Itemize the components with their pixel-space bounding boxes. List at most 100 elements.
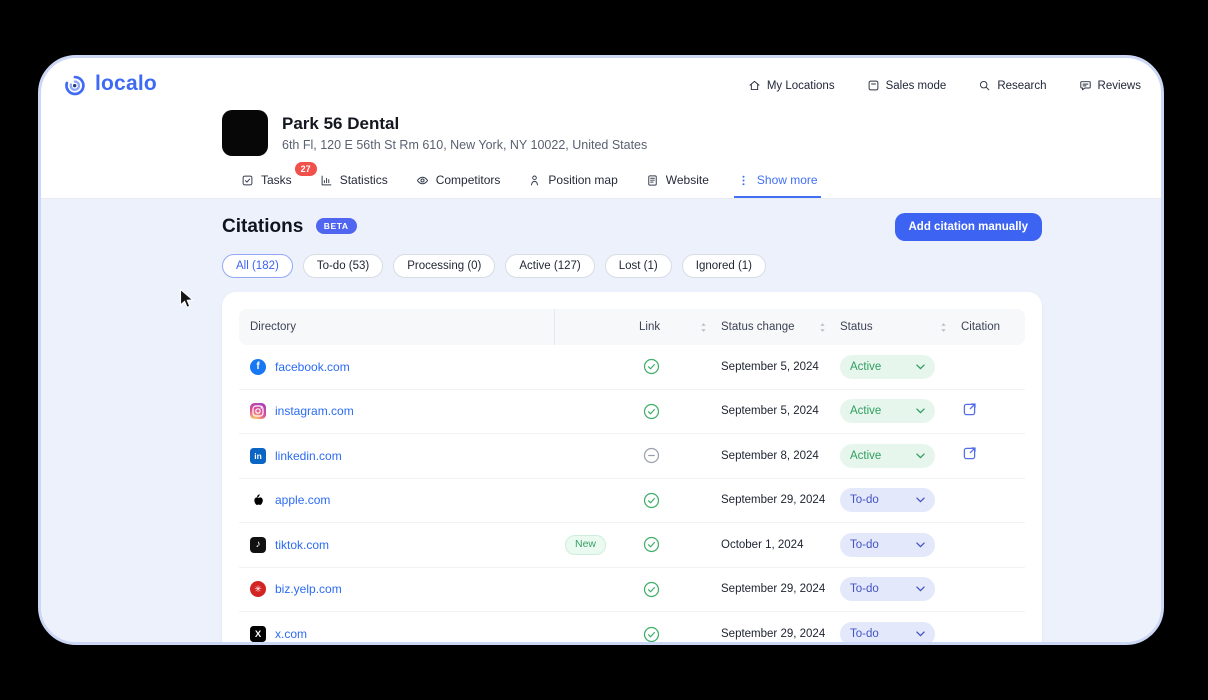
- link-verified-icon: [643, 403, 721, 420]
- tab-website[interactable]: Website: [643, 164, 712, 198]
- status-dropdown[interactable]: To-do: [840, 488, 935, 513]
- table-row: f facebook.com September 5, 2024 Active: [239, 345, 1025, 390]
- linkedin-icon: in: [250, 447, 266, 464]
- table-row: ✳ biz.yelp.com September 29, 2024 To-do: [239, 568, 1025, 612]
- tab-label-wrap: Website: [666, 173, 709, 187]
- external-link-icon[interactable]: [962, 401, 978, 417]
- column-header-label: Citation: [961, 321, 1000, 333]
- localo-logo[interactable]: localo: [61, 72, 157, 99]
- status-cell: Active: [840, 443, 961, 468]
- tabs-bar: Tasks 27 Statistics Competitors Position map…: [41, 162, 1161, 199]
- filter-pill-lost-1[interactable]: Lost (1): [604, 254, 672, 278]
- tiktok-icon: ♪: [250, 536, 266, 553]
- badge-cell: New: [555, 534, 639, 555]
- business-address: 6th Fl, 120 E 56th St Rm 610, New York, …: [282, 138, 648, 152]
- filter-pill-all-182[interactable]: All (182): [222, 254, 293, 278]
- nav-item-sales-mode[interactable]: Sales mode: [867, 79, 947, 92]
- status-dropdown[interactable]: Active: [840, 399, 935, 424]
- chevron-down-icon: [916, 364, 925, 370]
- nav-item-research[interactable]: Research: [978, 79, 1047, 92]
- filter-pill-ignored-1[interactable]: Ignored (1): [681, 254, 767, 278]
- status-label: To-do: [850, 628, 879, 641]
- column-header-label: Status change: [721, 321, 795, 333]
- tabs: Tasks 27 Statistics Competitors Position map…: [222, 162, 1161, 198]
- sort-icon[interactable]: [700, 322, 707, 333]
- top-nav: My Locations Sales mode Research Reviews: [748, 79, 1145, 92]
- tab-label-wrap: Show more: [757, 173, 818, 187]
- filter-pills: All (182) To-do (53) Processing (0) Active …: [222, 254, 1042, 278]
- filter-pill-active-127[interactable]: Active (127): [505, 254, 595, 278]
- column-header-directory: Directory: [239, 309, 555, 345]
- chevron-down-icon: [916, 631, 925, 637]
- tab-label-wrap: Competitors: [436, 173, 501, 187]
- column-header-citation: Citation: [961, 309, 1025, 345]
- status-dropdown[interactable]: To-do: [840, 532, 935, 557]
- status-change-date: September 5, 2024: [721, 360, 819, 373]
- tab-tasks[interactable]: Tasks 27: [238, 162, 317, 198]
- link-status-cell: [639, 536, 721, 553]
- directory-link[interactable]: x.com: [275, 627, 308, 642]
- link-status-cell: [639, 403, 721, 420]
- directory-link[interactable]: apple.com: [275, 493, 331, 508]
- home-icon: [748, 79, 761, 92]
- directory-cell: in linkedin.com: [239, 447, 555, 464]
- x-icon: X: [250, 626, 266, 642]
- status-change-date: September 29, 2024: [721, 583, 826, 596]
- directory-link[interactable]: tiktok.com: [275, 537, 330, 552]
- tab-statistics[interactable]: Statistics: [317, 164, 391, 198]
- directory-cell: ✳ biz.yelp.com: [239, 581, 555, 598]
- status-dropdown[interactable]: To-do: [840, 622, 935, 642]
- nav-item-my-locations[interactable]: My Locations: [748, 79, 835, 92]
- filter-pill-to-do-53[interactable]: To-do (53): [302, 254, 384, 278]
- business-name: Park 56 Dental: [282, 114, 400, 133]
- column-header-label: Directory: [250, 321, 297, 333]
- tab-competitors[interactable]: Competitors: [413, 164, 504, 198]
- status-label: To-do: [850, 494, 879, 507]
- status-dropdown[interactable]: Active: [840, 354, 935, 379]
- directory-link[interactable]: linkedin.com: [275, 448, 342, 463]
- table-row: instagram.com September 5, 2024 Active: [239, 390, 1025, 434]
- directory-link[interactable]: biz.yelp.com: [275, 582, 342, 597]
- status-cell: To-do: [840, 488, 961, 513]
- link-status-cell: [639, 626, 721, 642]
- status-cell: To-do: [840, 532, 961, 557]
- column-header-status-change: Status change: [721, 309, 840, 345]
- top-bar: localo My Locations Sales mode Research Rev…: [41, 58, 1161, 99]
- chevron-down-icon: [916, 497, 925, 503]
- column-header-label: Link: [639, 321, 661, 333]
- status-dropdown[interactable]: To-do: [840, 577, 935, 602]
- tab-label: Website: [665, 173, 709, 187]
- tab-position-map[interactable]: Position map: [525, 164, 620, 198]
- new-badge: New: [565, 534, 607, 555]
- yelp-icon: ✳: [250, 581, 266, 598]
- filter-pill-processing-0[interactable]: Processing (0): [393, 254, 496, 278]
- column-header-spacer: [555, 309, 639, 345]
- tab-label: Show more: [756, 173, 818, 187]
- table-row: ♪ tiktok.com New October 1, 2024 To-do: [239, 523, 1025, 568]
- status-change-date: October 1, 2024: [721, 538, 804, 551]
- citation-cell: [961, 401, 1025, 422]
- table-header: Directory Link Status change Status Citation: [239, 309, 1025, 345]
- status-dropdown[interactable]: Active: [840, 443, 935, 468]
- nav-item-reviews[interactable]: Reviews: [1079, 79, 1141, 92]
- tab-label-wrap: Position map: [548, 173, 617, 187]
- status-label: Active: [850, 360, 882, 373]
- add-citation-button[interactable]: Add citation manually: [894, 213, 1042, 241]
- citations-title-group: Citations BETA: [222, 216, 357, 238]
- citation-cell: [961, 445, 1025, 466]
- directory-link[interactable]: instagram.com: [275, 404, 354, 419]
- link-verified-icon: [643, 492, 721, 509]
- sort-icon[interactable]: [819, 322, 826, 333]
- competitors-icon: [416, 174, 429, 187]
- tab-label: Statistics: [339, 173, 388, 187]
- tasks-icon: [241, 174, 254, 187]
- status-label: To-do: [850, 583, 879, 596]
- tab-show-more[interactable]: Show more: [733, 164, 821, 198]
- nav-item-label: Sales mode: [885, 79, 947, 92]
- position-map-icon: [528, 174, 541, 187]
- directory-link[interactable]: facebook.com: [275, 359, 350, 374]
- external-link-icon[interactable]: [962, 445, 978, 461]
- sort-icon[interactable]: [940, 322, 947, 333]
